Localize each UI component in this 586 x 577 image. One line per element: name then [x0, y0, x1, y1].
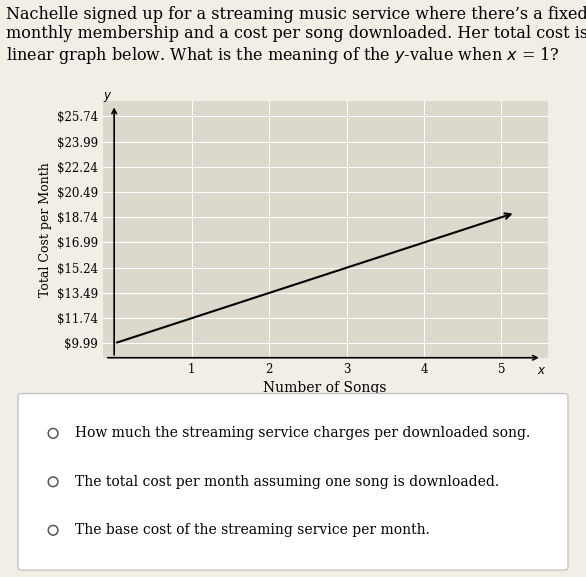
Text: The total cost per month assuming one song is downloaded.: The total cost per month assuming one so… — [74, 475, 499, 489]
FancyBboxPatch shape — [18, 394, 568, 570]
Text: Nachelle signed up for a streaming music service where there’s a fixed cost for
: Nachelle signed up for a streaming music… — [6, 6, 586, 66]
Y-axis label: Total Cost per Month: Total Cost per Month — [39, 162, 52, 297]
Text: $y$: $y$ — [103, 90, 113, 104]
Text: The base cost of the streaming service per month.: The base cost of the streaming service p… — [74, 523, 430, 537]
X-axis label: Number of Songs: Number of Songs — [264, 381, 387, 395]
Text: $x$: $x$ — [537, 364, 546, 377]
Text: How much the streaming service charges per downloaded song.: How much the streaming service charges p… — [74, 426, 530, 440]
